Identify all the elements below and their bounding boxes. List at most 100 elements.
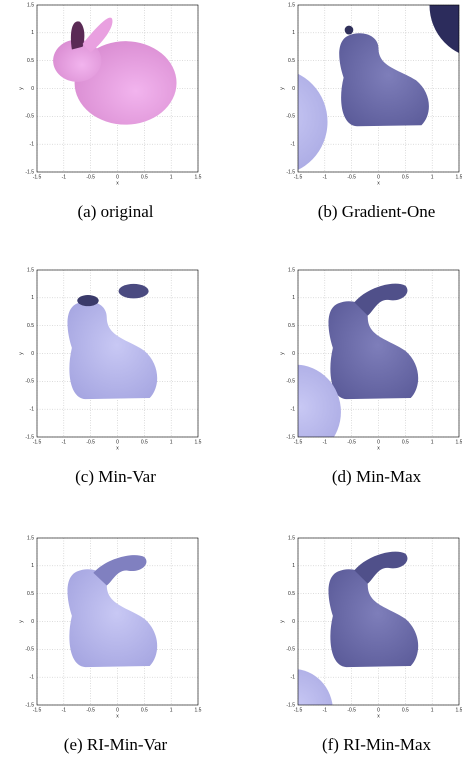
x-tick-label: -1.5: [33, 707, 42, 713]
x-tick-label: 1.5: [195, 707, 202, 713]
rendering-content: [53, 18, 176, 125]
y-tick-label: 0: [292, 86, 295, 92]
y-tick-label: -1: [291, 406, 296, 412]
x-axis-label: x: [116, 445, 119, 451]
x-tick-label: -0.5: [86, 707, 95, 713]
y-tick-label: -1: [30, 406, 35, 412]
y-tick-label: -0.5: [25, 114, 34, 120]
x-tick-label: -1: [62, 174, 67, 180]
y-tick-label: -0.5: [286, 379, 295, 385]
caption: (d) Min-Max: [332, 467, 422, 486]
y-tick-label: 1: [292, 30, 295, 36]
x-tick-label: 1: [170, 174, 173, 180]
y-tick-label: 0: [31, 86, 34, 92]
x-tick-label: 0.5: [402, 174, 409, 180]
x-tick-label: -1.5: [294, 174, 303, 180]
y-axis-label: y: [279, 352, 285, 355]
surface: [345, 26, 354, 35]
x-tick-label: -0.5: [347, 174, 356, 180]
y-tick-label: 0.5: [27, 58, 34, 64]
x-tick-label: 1: [170, 707, 173, 713]
surface: [119, 284, 149, 298]
y-tick-label: 0.5: [288, 591, 295, 597]
rendering: [67, 284, 157, 399]
surface: [339, 33, 429, 126]
x-tick-label: 1: [431, 707, 434, 713]
surface: [252, 669, 333, 753]
y-tick-label: 0.5: [27, 323, 34, 329]
y-tick-label: 1: [31, 30, 34, 36]
x-axis-label: x: [377, 445, 380, 451]
y-tick-label: 1.5: [27, 2, 34, 8]
caption: (c) Min-Var: [75, 467, 156, 486]
surface: [67, 301, 157, 399]
y-tick-label: -1: [30, 674, 35, 680]
rendering-content: [67, 284, 157, 399]
x-tick-label: 0.5: [141, 174, 148, 180]
rendering-content: [250, 284, 418, 460]
x-tick-label: 1: [431, 174, 434, 180]
y-tick-label: 0: [31, 351, 34, 357]
y-tick-label: 1: [292, 295, 295, 301]
x-tick-label: -1.5: [294, 439, 303, 445]
y-tick-label: 0: [292, 619, 295, 625]
x-tick-label: 1.5: [456, 439, 462, 445]
y-tick-label: -1: [291, 674, 296, 680]
y-tick-label: -0.5: [25, 647, 34, 653]
y-tick-label: 0.5: [288, 323, 295, 329]
y-tick-label: -0.5: [25, 379, 34, 385]
x-tick-label: 1.5: [456, 707, 462, 713]
x-tick-label: -1: [323, 439, 328, 445]
y-tick-label: -1.5: [25, 702, 34, 708]
y-axis-label: y: [279, 620, 285, 623]
y-tick-label: 1.5: [27, 535, 34, 541]
y-axis-label: y: [18, 620, 24, 623]
x-tick-label: -1.5: [294, 707, 303, 713]
x-tick-label: 0.5: [141, 439, 148, 445]
y-tick-label: -1: [30, 141, 35, 147]
rendering: [226, 0, 462, 175]
x-tick-label: 1.5: [195, 439, 202, 445]
y-axis-label: y: [18, 87, 24, 90]
y-tick-label: -1: [291, 141, 296, 147]
y-tick-label: -0.5: [286, 647, 295, 653]
surface: [77, 295, 98, 306]
caption: (b) Gradient-One: [318, 202, 436, 221]
x-tick-label: 0.5: [141, 707, 148, 713]
rendering: [252, 552, 418, 753]
x-axis-label: x: [116, 713, 119, 719]
surface: [328, 569, 418, 667]
y-axis-label: y: [18, 352, 24, 355]
x-tick-label: -0.5: [86, 174, 95, 180]
x-tick-label: 1.5: [456, 174, 462, 180]
y-tick-label: 0: [292, 351, 295, 357]
x-tick-label: -1: [62, 707, 67, 713]
y-tick-label: -1.5: [286, 169, 295, 175]
x-tick-label: 1: [431, 439, 434, 445]
y-tick-label: 1: [292, 563, 295, 569]
y-tick-label: -1.5: [25, 169, 34, 175]
x-tick-label: -0.5: [86, 439, 95, 445]
rendering: [53, 18, 176, 125]
caption: (e) RI-Min-Var: [64, 735, 168, 754]
y-tick-label: 0: [31, 619, 34, 625]
y-tick-label: 1.5: [27, 267, 34, 273]
y-tick-label: -1.5: [286, 702, 295, 708]
x-tick-label: -0.5: [347, 707, 356, 713]
x-tick-label: -1: [62, 439, 67, 445]
y-tick-label: 0.5: [27, 591, 34, 597]
subplot: -1.5-1-0.500.511.5-1.5-1-0.500.511.5xy(b…: [226, 0, 462, 221]
rendering: [250, 284, 418, 460]
surface: [226, 69, 328, 175]
caption: (a) original: [78, 202, 154, 221]
x-tick-label: -0.5: [347, 439, 356, 445]
x-tick-label: 0.5: [402, 439, 409, 445]
y-tick-label: 1: [31, 295, 34, 301]
figure: -1.5 -1 -0.5 0 0.5 1 1.5 -1.5 -1 -0.5 0 0.5 1 1.5 x y (a…: [0, 0, 462, 763]
x-tick-label: -1.5: [33, 174, 42, 180]
x-axis-label: x: [377, 180, 380, 186]
